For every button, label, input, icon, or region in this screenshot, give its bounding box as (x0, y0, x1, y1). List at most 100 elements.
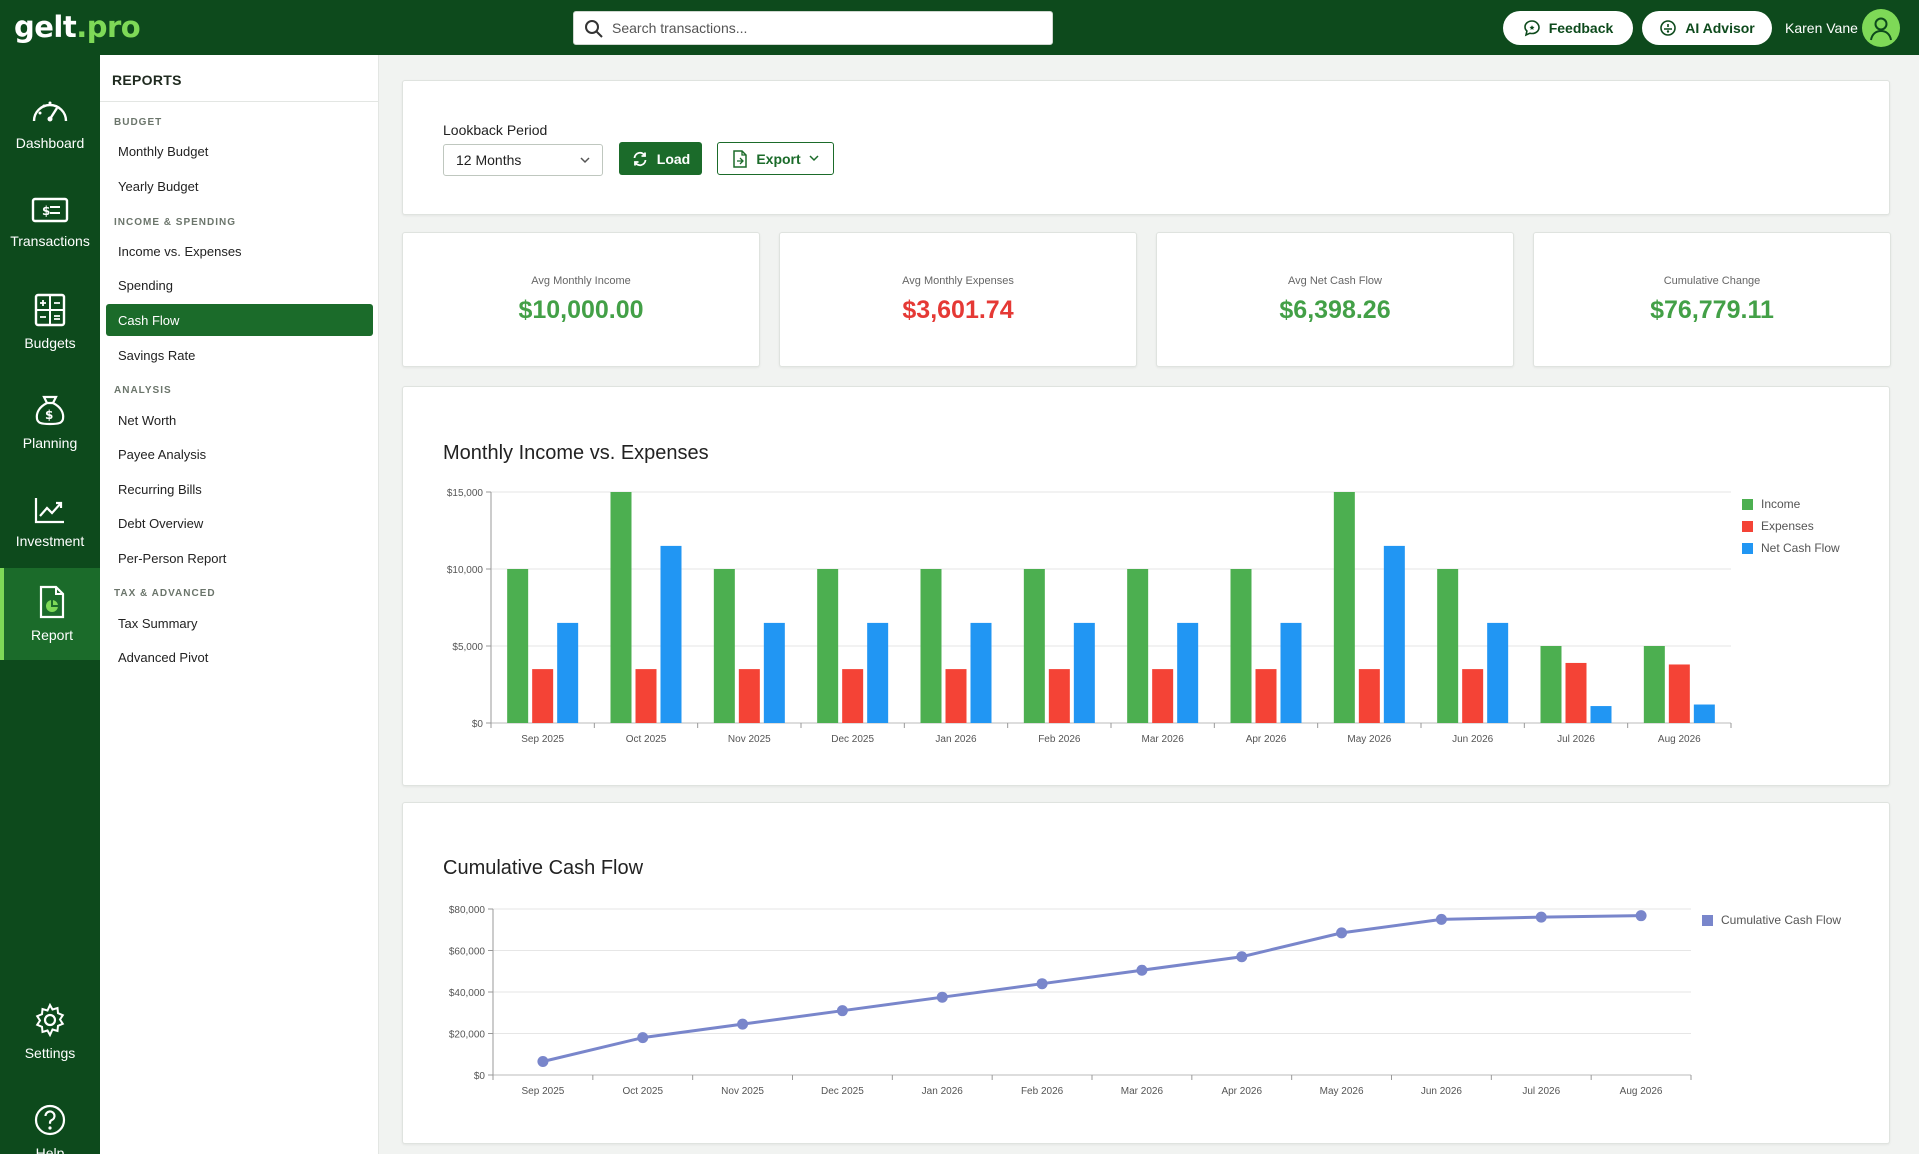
bar-net-cash-flow (1693, 704, 1715, 723)
legend-swatch (1702, 914, 1713, 926)
ai-advisor-button[interactable]: AI Advisor (1642, 11, 1772, 45)
chart-legend: Income Expenses Net Cash Flow (1742, 493, 1840, 559)
menu-item-yearly-budget[interactable]: Yearly Budget (118, 178, 199, 194)
data-point (637, 1032, 649, 1044)
stat-value: $76,779.11 (1650, 296, 1774, 324)
nav-report[interactable]: Report (0, 568, 100, 660)
nav-settings[interactable]: Settings (0, 986, 100, 1078)
menu-item-cash-flow[interactable]: Cash Flow (106, 304, 373, 336)
svg-text:$: $ (45, 408, 53, 422)
legend-item-expenses[interactable]: Expenses (1742, 515, 1840, 537)
legend-item-income[interactable]: Income (1742, 493, 1840, 515)
stat-card-avg-income: Avg Monthly Income $10,000.00 (402, 232, 760, 367)
nav-budgets[interactable]: Budgets (0, 276, 100, 368)
search-box[interactable] (573, 11, 1053, 45)
bar-net-cash-flow (867, 622, 889, 723)
load-label: Load (656, 150, 691, 167)
avatar[interactable] (1862, 9, 1900, 47)
x-tick-label: Oct 2025 (626, 734, 667, 745)
section-tax-advanced: TAX & ADVANCED (114, 588, 216, 599)
cumulative-cash-flow-line-chart: $0 $20,000 $40,000 $60,000 $80,000 Sep 2025 Oc… (449, 905, 1692, 1097)
stat-card-cumulative-change: Cumulative Change $76,779.11 (1533, 232, 1891, 367)
data-point (836, 1005, 848, 1017)
menu-item-per-person-report[interactable]: Per-Person Report (118, 550, 227, 566)
bar-net-cash-flow (1280, 622, 1302, 723)
stat-value: $6,398.26 (1279, 296, 1391, 324)
bar-expenses (635, 669, 657, 723)
cumulative-cash-flow-chart-card: Cumulative Cash Flow $0 $20,000 $40,000 $60… (402, 802, 1890, 1144)
menu-item-debt-overview[interactable]: Debt Overview (118, 515, 204, 531)
help-icon (34, 1104, 66, 1136)
legend-item-cumulative-cash-flow[interactable]: Cumulative Cash Flow (1702, 909, 1841, 931)
y-tick-label: $40,000 (449, 988, 486, 999)
bar-income (1333, 492, 1355, 723)
legend-swatch (1742, 542, 1753, 554)
menu-item-spending[interactable]: Spending (118, 277, 173, 293)
top-bar: gelt.pro Feedback AI Advisor Karen Vane (0, 0, 1919, 55)
x-tick-label: Nov 2025 (728, 734, 771, 745)
speedometer-icon (32, 101, 68, 122)
x-tick-label: Dec 2025 (831, 734, 874, 745)
bar-expenses (532, 669, 554, 723)
data-point (737, 1018, 749, 1030)
user-icon (1870, 17, 1892, 41)
bar-net-cash-flow (1177, 622, 1199, 723)
load-button[interactable]: Load (619, 142, 702, 175)
stat-card-avg-net-cash-flow: Avg Net Cash Flow $6,398.26 (1156, 232, 1514, 367)
bar-income (610, 492, 632, 723)
nav-help[interactable]: Help (0, 1086, 100, 1154)
stat-label: Cumulative Change (1663, 275, 1761, 287)
menu-item-tax-summary[interactable]: Tax Summary (118, 615, 198, 631)
bar-income (507, 569, 529, 723)
menu-item-savings-rate[interactable]: Savings Rate (118, 347, 196, 363)
y-tick-label: $0 (472, 719, 484, 730)
menu-item-payee-analysis[interactable]: Payee Analysis (118, 446, 207, 462)
nav-label-budgets: Budgets (24, 335, 76, 351)
legend-label: Expenses (1761, 519, 1814, 533)
section-analysis: ANALYSIS (114, 385, 172, 396)
nav-label-report: Report (30, 627, 74, 643)
feedback-label: Feedback (1548, 20, 1614, 36)
logo[interactable]: gelt.pro (14, 10, 141, 44)
section-income-spending: INCOME & SPENDING (114, 217, 237, 228)
controls-card: Lookback Period 12 Months Load Export (402, 80, 1890, 215)
nav-transactions[interactable]: $ Transactions (0, 176, 100, 268)
legend-label: Cumulative Cash Flow (1721, 913, 1842, 927)
x-tick-label: Aug 2026 (1620, 1086, 1663, 1097)
bar-expenses (738, 669, 760, 723)
export-button[interactable]: Export (717, 142, 834, 175)
bar-expenses (1565, 662, 1587, 723)
legend-item-net-cash-flow[interactable]: Net Cash Flow (1742, 537, 1840, 559)
bar-net-cash-flow (763, 622, 785, 723)
data-point (1236, 951, 1248, 963)
feedback-button[interactable]: Feedback (1503, 11, 1633, 45)
x-tick-label: Apr 2026 (1246, 734, 1287, 745)
chevron-down-icon (580, 157, 590, 164)
nav-planning[interactable]: $ Planning (0, 376, 100, 468)
nav-investment[interactable]: Investment (0, 476, 100, 568)
menu-item-income-vs-expenses[interactable]: Income vs. Expenses (118, 243, 242, 259)
stat-label: Avg Monthly Expenses (902, 275, 1014, 287)
menu-item-net-worth[interactable]: Net Worth (118, 412, 177, 428)
menu-item-recurring-bills[interactable]: Recurring Bills (118, 481, 202, 497)
bar-net-cash-flow (1383, 545, 1405, 723)
nav-label-help: Help (35, 1145, 65, 1154)
y-tick-label: $5,000 (452, 642, 483, 653)
x-tick-label: Jul 2026 (1557, 734, 1595, 745)
x-tick-label: Jan 2026 (935, 734, 977, 745)
menu-item-advanced-pivot[interactable]: Advanced Pivot (118, 649, 209, 665)
section-budget: BUDGET (114, 117, 163, 128)
data-point (1635, 910, 1647, 922)
bar-income (1540, 646, 1562, 723)
user-name[interactable]: Karen Vane (1785, 20, 1858, 36)
gear-icon (35, 1003, 65, 1037)
nav-dashboard[interactable]: Dashboard (0, 76, 100, 168)
data-point (1136, 964, 1148, 976)
menu-item-monthly-budget[interactable]: Monthly Budget (118, 143, 209, 159)
bar-income (920, 569, 942, 723)
bar-expenses (945, 669, 967, 723)
search-input[interactable] (612, 12, 1042, 44)
data-point (1336, 927, 1348, 939)
lookback-select[interactable]: 12 Months (443, 144, 603, 176)
svg-text:$: $ (42, 204, 50, 218)
